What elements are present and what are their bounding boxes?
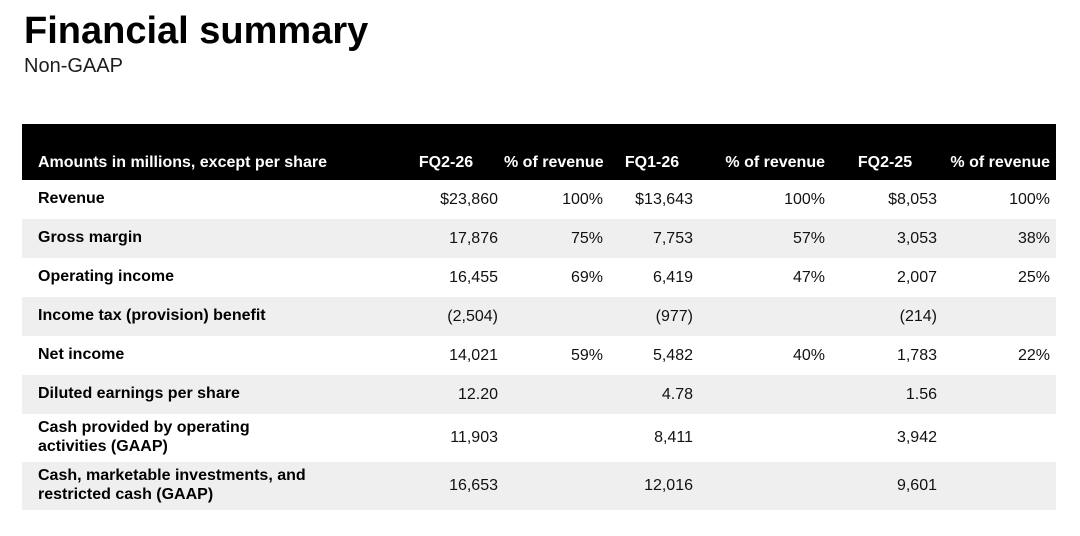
table-row: Revenue $23,860 100% $13,643 100% $8,053… (22, 180, 1056, 219)
financial-summary-table: Amounts in millions, except per share FQ… (22, 124, 1056, 510)
cell-fq2-26: 12.20 (392, 375, 504, 414)
cell-fq2-26: 16,455 (449, 268, 498, 286)
cell-pct-of-revenue-fq2-25: 22% (1017, 346, 1050, 364)
column-header-fq2-26: FQ2-26 (392, 124, 504, 180)
cell-pct-of-revenue-fq2-25: 100% (1009, 190, 1050, 208)
cell-pct-of-revenue-fq1-26: 57% (699, 219, 831, 258)
table-header: Amounts in millions, except per share FQ… (22, 124, 1056, 180)
table-row: Gross margin 17,876 75% 7,753 57% 3,053 … (22, 219, 1056, 258)
cell-pct-of-revenue-fq2-25 (943, 461, 1056, 510)
page-title: Financial summary (24, 10, 369, 52)
cell-pct-of-revenue-fq2-26 (504, 375, 609, 414)
cell-fq1-26: (977) (609, 297, 699, 336)
cell-fq2-25: 1,783 (896, 346, 937, 364)
row-label: Net income (38, 346, 125, 364)
cell-pct-of-revenue-fq2-26: 75% (504, 219, 609, 258)
cell-pct-of-revenue-fq1-26: 40% (792, 346, 825, 364)
cell-pct-of-revenue-fq2-26 (504, 461, 609, 510)
cell-pct-of-revenue-fq2-25 (943, 414, 1056, 462)
table-row: Operating income 16,455 69% 6,419 47% 2,… (22, 258, 1056, 297)
row-label: Gross margin (22, 219, 392, 258)
cell-pct-of-revenue-fq2-25: 25% (1017, 268, 1050, 286)
cell-pct-of-revenue-fq1-26 (699, 297, 831, 336)
table-row: Income tax (provision) benefit (2,504) (… (22, 297, 1056, 336)
cell-fq1-26: 8,411 (654, 428, 693, 446)
row-label: Diluted earnings per share (22, 375, 392, 414)
cell-fq2-25: 9,601 (831, 461, 943, 510)
column-header-pct-of-revenue-1: % of revenue (504, 124, 609, 180)
cell-pct-of-revenue-fq1-26 (699, 375, 831, 414)
cell-pct-of-revenue-fq1-26: 100% (784, 190, 825, 208)
cell-fq2-25: $8,053 (888, 190, 937, 208)
cell-fq1-26: 5,482 (652, 346, 693, 364)
table-body: Revenue $23,860 100% $13,643 100% $8,053… (22, 180, 1056, 510)
column-header-amounts: Amounts in millions, except per share (22, 124, 392, 180)
row-label: Cash, marketable investments, and restri… (22, 461, 392, 510)
cell-fq2-26: 16,653 (392, 461, 504, 510)
table-row: Net income 14,021 59% 5,482 40% 1,783 22… (22, 336, 1056, 375)
column-header-pct-of-revenue-3: % of revenue (943, 124, 1056, 180)
cell-fq1-26: $13,643 (635, 190, 693, 208)
column-header-pct-of-revenue-2: % of revenue (699, 124, 831, 180)
cell-fq2-25: 2,007 (896, 268, 937, 286)
cell-fq1-26: 7,753 (609, 219, 699, 258)
cell-fq2-25: 3,053 (831, 219, 943, 258)
cell-fq1-26: 6,419 (652, 268, 693, 286)
cell-pct-of-revenue-fq1-26 (699, 414, 831, 462)
cell-fq2-25: 3,942 (896, 428, 937, 446)
cell-pct-of-revenue-fq2-25: 38% (943, 219, 1056, 258)
row-label: Revenue (38, 190, 105, 208)
cell-fq2-26: 17,876 (392, 219, 504, 258)
cell-fq1-26: 4.78 (609, 375, 699, 414)
cell-pct-of-revenue-fq2-25 (943, 297, 1056, 336)
table-row: Diluted earnings per share 12.20 4.78 1.… (22, 375, 1056, 414)
cell-pct-of-revenue-fq2-26 (504, 297, 609, 336)
cell-pct-of-revenue-fq2-26: 69% (570, 268, 603, 286)
cell-pct-of-revenue-fq2-26: 100% (562, 190, 603, 208)
cell-fq2-25: 1.56 (831, 375, 943, 414)
row-label: Operating income (38, 268, 175, 286)
cell-fq2-26: (2,504) (392, 297, 504, 336)
cell-fq2-26: 14,021 (449, 346, 498, 364)
column-header-fq2-25: FQ2-25 (831, 124, 943, 180)
cell-fq2-26: $23,860 (440, 190, 498, 208)
table-row: Cash, marketable investments, and restri… (22, 461, 1056, 510)
row-label: Cash provided by operating activities (G… (38, 419, 250, 455)
cell-fq2-25: (214) (831, 297, 943, 336)
cell-fq1-26: 12,016 (609, 461, 699, 510)
cell-pct-of-revenue-fq2-26 (504, 414, 609, 462)
row-label: Income tax (provision) benefit (22, 297, 392, 336)
page-subtitle: Non-GAAP (24, 55, 123, 77)
column-header-fq1-26: FQ1-26 (609, 124, 699, 180)
table-header-row: Amounts in millions, except per share FQ… (22, 124, 1056, 180)
cell-pct-of-revenue-fq1-26: 47% (792, 268, 825, 286)
cell-pct-of-revenue-fq2-26: 59% (570, 346, 603, 364)
cell-pct-of-revenue-fq2-25 (943, 375, 1056, 414)
cell-pct-of-revenue-fq1-26 (699, 461, 831, 510)
cell-fq2-26: 11,903 (450, 428, 498, 446)
table-row: Cash provided by operating activities (G… (22, 414, 1056, 462)
